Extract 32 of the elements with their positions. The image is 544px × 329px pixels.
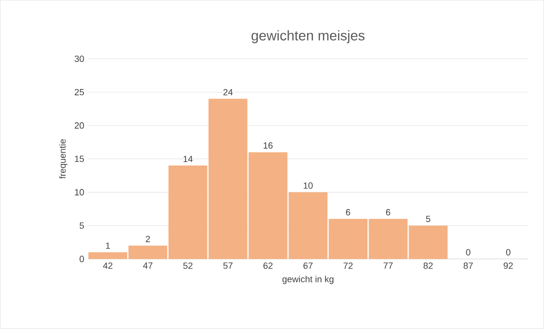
data-label: 16: [264, 142, 273, 149]
y-axis-title: frequentie: [59, 139, 68, 179]
y-tick-label: 15: [74, 156, 84, 162]
data-label: 6: [346, 209, 350, 216]
x-tick-label: 67: [304, 262, 313, 269]
y-tick-label: 5: [80, 222, 84, 229]
data-label: 5: [426, 216, 430, 222]
data-label: 24: [223, 89, 233, 96]
data-label: 14: [184, 156, 193, 162]
y-tick-label: 30: [74, 56, 84, 62]
x-tick-label: 92: [504, 262, 513, 269]
x-axis-title: gewicht in kg: [282, 276, 334, 284]
data-label: 0: [506, 249, 510, 256]
x-tick-label: 52: [183, 262, 192, 269]
data-label: 0: [466, 249, 470, 256]
x-tick-label: 57: [223, 262, 232, 269]
x-tick-label: 82: [424, 262, 433, 269]
x-tick-label: 47: [143, 262, 152, 269]
x-tick-label: 62: [263, 262, 273, 269]
x-tick-label: 87: [464, 262, 473, 269]
y-tick-label: 0: [80, 256, 84, 262]
data-label: 2: [146, 236, 150, 242]
y-tick-label: 20: [74, 122, 84, 129]
data-label: 1: [106, 242, 110, 249]
y-tick-label: 10: [74, 189, 84, 196]
x-tick-label: 77: [384, 262, 393, 269]
data-label: 10: [304, 182, 313, 189]
data-label: 6: [386, 209, 390, 216]
y-tick-label: 25: [74, 89, 84, 96]
x-tick-label: 42: [103, 262, 112, 269]
chart-title: gewichten meisjes: [252, 30, 365, 44]
x-tick-label: 72: [344, 262, 353, 269]
